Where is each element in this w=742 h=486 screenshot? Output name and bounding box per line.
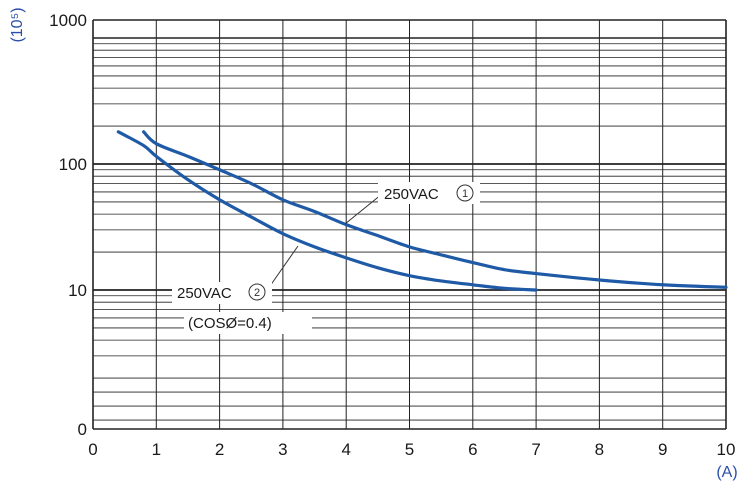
x-tick-label: 10 <box>717 440 736 459</box>
y-tick-label: 1000 <box>49 11 87 30</box>
grid <box>92 19 727 430</box>
y-unit-label: (10⁵) <box>9 7 26 42</box>
series-1-annotation: 250VAC 1 <box>344 182 480 225</box>
x-tick-label: 8 <box>595 440 604 459</box>
x-tick-label: 3 <box>278 440 287 459</box>
x-tick-label: 1 <box>152 440 161 459</box>
x-tick-label: 7 <box>531 440 540 459</box>
x-tick-label: 4 <box>341 440 350 459</box>
x-tick-label: 0 <box>88 440 97 459</box>
series-2-number-circle <box>248 283 266 301</box>
x-tick-label: 5 <box>405 440 414 459</box>
x-tick-label: 2 <box>215 440 224 459</box>
series-1-number: 1 <box>462 188 468 200</box>
x-unit-label: (A) <box>716 464 737 481</box>
y-tick-label: 100 <box>59 155 87 174</box>
series-2-label: 250VAC <box>177 285 232 302</box>
series-1-number-circle <box>456 184 474 202</box>
curves <box>116 130 728 292</box>
series-1-label: 250VAC <box>384 186 439 203</box>
series-2-line <box>116 130 538 292</box>
y-tick-label: 0 <box>78 420 87 439</box>
x-tick-label: 9 <box>658 440 667 459</box>
x-tick-label: 6 <box>468 440 477 459</box>
series-1-line <box>142 130 728 289</box>
series-2-condition: (COSØ=0.4) <box>188 315 272 332</box>
series-2-annotation: 250VAC 2 (COSØ=0.4) <box>172 245 312 334</box>
series-2-number: 2 <box>254 287 260 299</box>
y-tick-label: 10 <box>68 281 87 300</box>
